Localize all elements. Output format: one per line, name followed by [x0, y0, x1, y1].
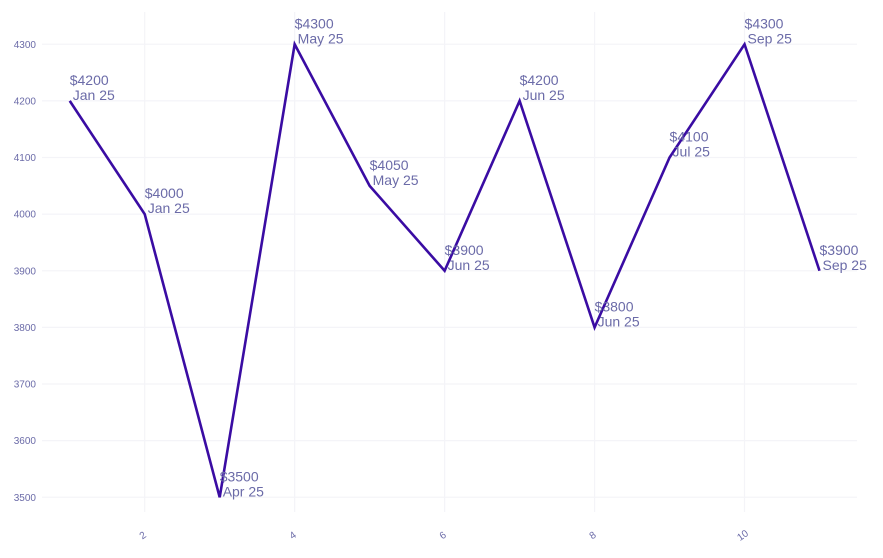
data-label-price: $3900 — [820, 242, 859, 258]
data-label-date: Sep 25 — [748, 30, 793, 46]
data-label-date: May 25 — [298, 30, 344, 46]
grid-lines — [42, 12, 857, 512]
series-line-0 — [68, 40, 821, 498]
y-tick-label: 4100 — [14, 153, 37, 164]
x-tick-label: 6 — [438, 530, 449, 542]
data-label-date: Jan 25 — [73, 87, 115, 103]
y-tick-label: 3600 — [14, 436, 37, 447]
y-tick-label: 3800 — [14, 323, 37, 334]
data-label-date: Sep 25 — [823, 257, 868, 273]
data-label-price: $4300 — [745, 15, 784, 31]
y-tick-label: 4000 — [14, 210, 37, 221]
data-label-date: Jun 25 — [598, 313, 640, 329]
y-tick-label: 3900 — [14, 266, 37, 277]
x-tick-label: 2 — [138, 530, 149, 542]
x-tick-label: 10 — [735, 528, 751, 544]
data-label-price: $4050 — [370, 157, 409, 173]
y-tick-label: 4300 — [14, 40, 37, 51]
data-label-price: $4100 — [670, 129, 709, 145]
data-label-date: Jan 25 — [148, 200, 190, 216]
y-tick-label: 3700 — [14, 380, 37, 391]
x-tick-label: 8 — [588, 530, 599, 542]
series-lines — [68, 40, 821, 498]
y-tick-label: 4200 — [14, 96, 37, 107]
data-label-date: Jun 25 — [523, 87, 565, 103]
data-label-price: $3900 — [445, 242, 484, 258]
data-label-price: $3500 — [220, 468, 259, 484]
data-label-price: $4000 — [145, 185, 184, 201]
data-label-price: $4200 — [70, 72, 109, 88]
axis-tick-labels: 3500 3600 3700 3800 3900 4000 4100 4200 4300 2 4 6 8… — [14, 40, 751, 544]
data-label-price: $4200 — [520, 72, 559, 88]
data-label-price: $3800 — [595, 298, 634, 314]
data-label-date: Jun 25 — [448, 257, 490, 273]
y-tick-label: 3500 — [14, 493, 37, 504]
x-tick-label: 4 — [288, 530, 299, 542]
data-label-date: May 25 — [373, 172, 419, 188]
data-label-date: Jul 25 — [673, 144, 711, 160]
data-label-price: $4300 — [295, 15, 334, 31]
data-label-date: Apr 25 — [223, 483, 264, 499]
